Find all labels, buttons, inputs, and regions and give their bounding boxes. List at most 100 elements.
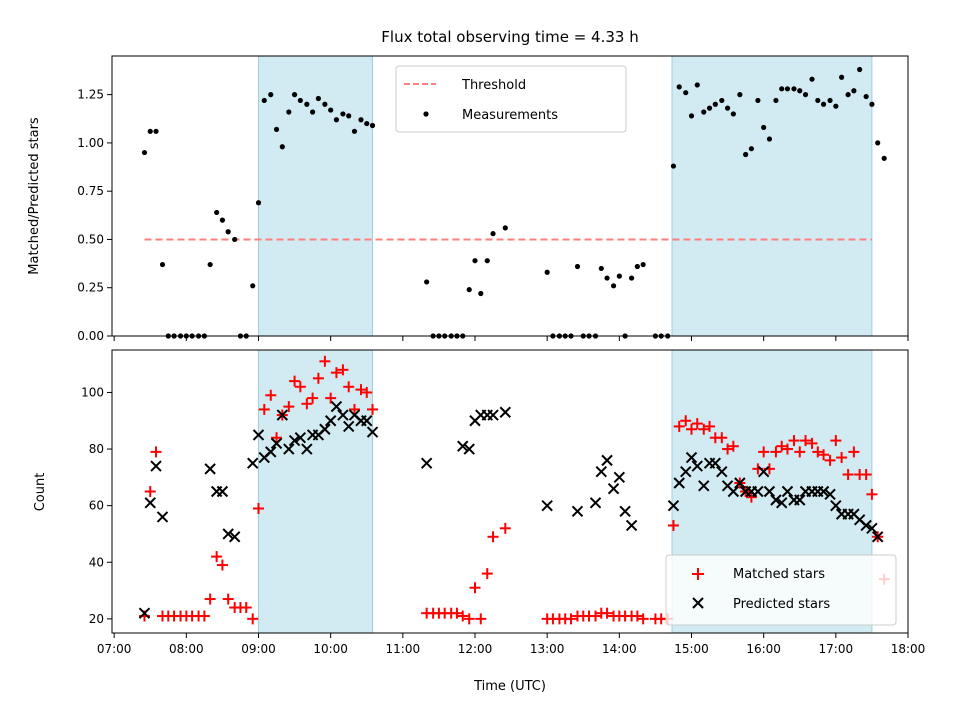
bottom-yticks: 20 40 60 80 100 xyxy=(81,385,112,626)
matched-star-point xyxy=(144,486,156,497)
predicted-star-point xyxy=(265,446,277,458)
measurement-point xyxy=(815,97,821,104)
predicted-star-stroke-b xyxy=(270,437,283,450)
predicted-star-stroke-b xyxy=(366,426,379,438)
predicted-star-stroke-b xyxy=(324,415,337,427)
matched-star-point xyxy=(776,440,788,452)
predicted-star-stroke-b xyxy=(685,451,698,464)
panel-bottom: 20 40 60 80 100 07:00 08:00 09:00 10:00 11:00 12:… xyxy=(33,349,925,694)
predicted-star-point xyxy=(667,499,680,512)
predicted-star-point xyxy=(252,429,265,441)
legend-predicted-swatch xyxy=(692,597,704,609)
y-tick-label: 0.25 xyxy=(77,281,104,295)
panel-top: 0.00 0.25 0.50 0.75 1.00 1.25 Matched/Predict… xyxy=(27,55,909,343)
measurement-point xyxy=(802,92,809,98)
matched-star-point xyxy=(842,469,854,481)
bottom-axes-frame xyxy=(111,349,909,634)
predicted-star-stroke-b xyxy=(247,457,259,469)
predicted-star-point xyxy=(709,457,722,469)
predicted-star-point xyxy=(204,463,216,475)
predicted-star-point xyxy=(138,607,151,619)
predicted-star-point xyxy=(727,485,740,498)
predicted-star-stroke-b xyxy=(817,485,830,498)
measurement-point xyxy=(634,263,640,270)
matched-star-point xyxy=(211,551,223,563)
predicted-star-stroke-b xyxy=(601,454,613,467)
y-tick-label: 1.00 xyxy=(77,136,104,150)
predicted-star-stroke-b xyxy=(216,485,229,498)
matched-star-point xyxy=(289,375,301,387)
measurement-point xyxy=(737,92,743,98)
measurement-point xyxy=(153,128,159,134)
predicted-star-point xyxy=(150,460,162,472)
measurement-point xyxy=(851,88,857,94)
bottom-ylabel: Count xyxy=(33,473,48,512)
predicted-star-stroke-b xyxy=(222,528,234,540)
y-tick-label: 60 xyxy=(89,499,104,513)
matched-star-point xyxy=(258,403,270,415)
predicted-star-point xyxy=(781,485,794,498)
predicted-star-stroke-b xyxy=(457,440,469,452)
predicted-star-point xyxy=(343,420,355,433)
predicted-star-point xyxy=(361,415,373,427)
predicted-star-point xyxy=(871,531,884,543)
predicted-star-point xyxy=(337,409,349,421)
measurement-point xyxy=(604,275,610,281)
matched-star-point xyxy=(451,607,463,619)
predicted-star-stroke-b xyxy=(343,420,355,433)
predicted-star-stroke-b xyxy=(871,531,884,543)
measurement-point xyxy=(869,101,875,107)
predicted-star-stroke-b xyxy=(150,460,162,472)
measurement-point xyxy=(207,261,213,268)
predicted-star-point xyxy=(613,471,626,484)
y-tick-label: 1.25 xyxy=(77,88,104,102)
matched-star-point xyxy=(818,449,830,461)
predicted-star-point xyxy=(283,443,295,455)
predicted-star-stroke-b xyxy=(824,488,836,501)
predicted-star-point xyxy=(270,437,283,450)
measurement-point xyxy=(683,90,689,96)
predicted-star-point xyxy=(589,497,602,509)
measurement-point xyxy=(797,88,803,94)
measurement-point xyxy=(743,151,749,158)
measurement-point xyxy=(748,146,754,152)
predicted-star-point xyxy=(685,451,698,464)
shaded-window xyxy=(257,349,374,634)
matched-star-point xyxy=(836,452,848,464)
predicted-star-point xyxy=(794,494,806,506)
measurement-point xyxy=(773,97,779,104)
matched-star-point xyxy=(301,398,313,410)
predicted-star-stroke-b xyxy=(830,499,842,512)
predicted-star-point xyxy=(463,443,475,455)
predicted-star-point xyxy=(595,465,607,478)
predicted-star-point xyxy=(763,485,776,498)
predicted-star-stroke-b xyxy=(156,511,169,523)
matched-star-point xyxy=(469,582,481,594)
matched-star-point xyxy=(463,613,475,625)
measurement-point xyxy=(809,76,815,82)
matched-star-point xyxy=(704,420,716,432)
y-tick-label: 80 xyxy=(89,442,104,456)
predicted-star-stroke-b xyxy=(288,434,301,447)
predicted-star-point xyxy=(324,415,337,427)
x-tick-label: 08:00 xyxy=(169,642,204,656)
top-ylabel: Matched/Predicted stars xyxy=(27,117,42,275)
top-axes-frame xyxy=(111,55,909,337)
measurement-point xyxy=(676,84,682,90)
predicted-star-point xyxy=(457,440,469,452)
measurement-point xyxy=(502,225,508,231)
predicted-star-stroke-b xyxy=(860,519,872,532)
measurement-point xyxy=(268,92,274,98)
matched-star-point xyxy=(361,386,373,398)
matched-star-point xyxy=(283,401,295,413)
measurement-point xyxy=(250,283,256,289)
predicted-star-stroke-b xyxy=(541,499,553,512)
matched-star-point xyxy=(667,519,679,531)
measurement-point xyxy=(616,273,622,279)
predicted-star-stroke-b xyxy=(463,443,475,455)
predicted-star-point xyxy=(601,454,613,467)
predicted-star-point xyxy=(222,528,234,540)
measurement-point xyxy=(219,217,226,223)
matched-star-point xyxy=(770,446,782,458)
